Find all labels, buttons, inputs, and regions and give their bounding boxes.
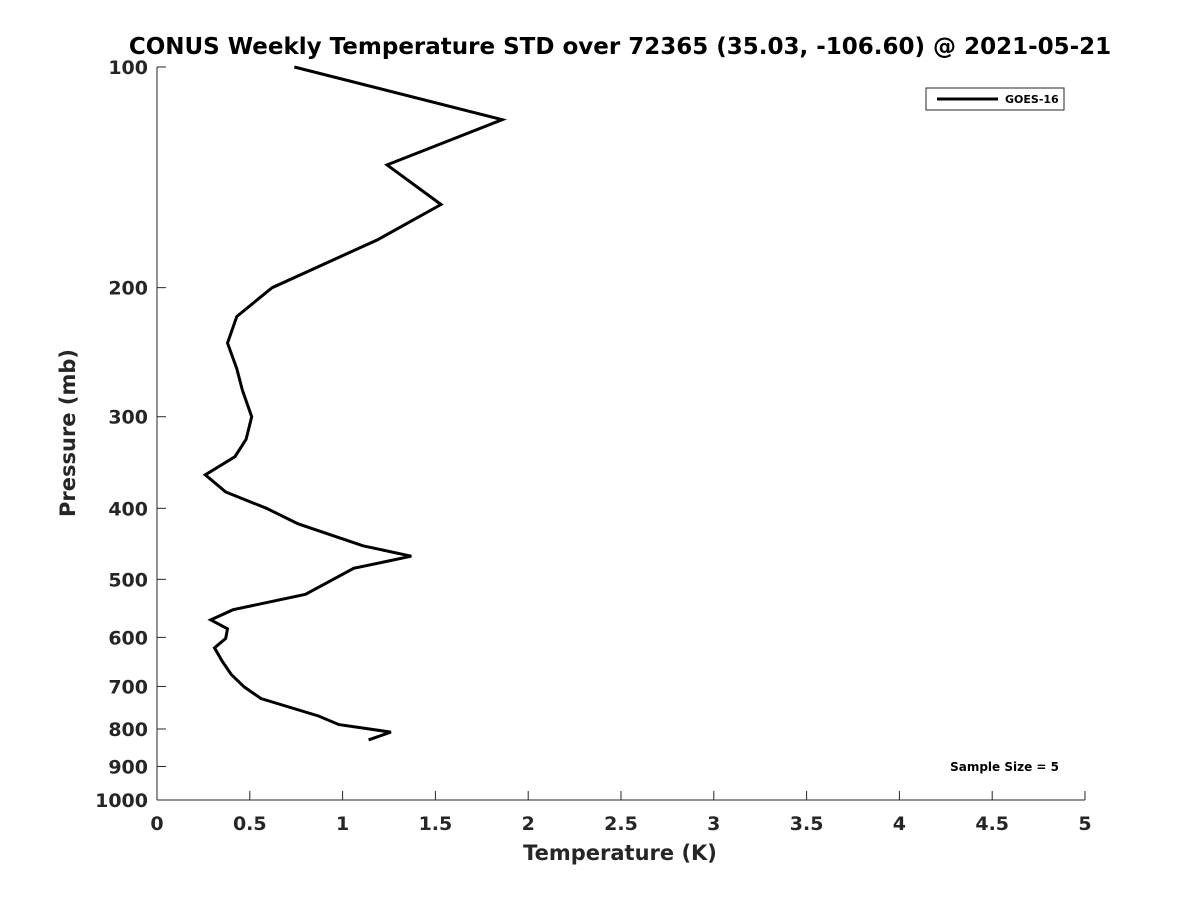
x-tick-label: 2 — [522, 813, 535, 835]
y-tick-label: 300 — [108, 407, 148, 429]
series-line-goes-16 — [202, 65, 508, 742]
y-tick-label: 800 — [108, 719, 148, 741]
y-tick-label: 500 — [108, 569, 148, 591]
plot-series — [202, 65, 508, 742]
x-tick-label: 0.5 — [233, 813, 267, 835]
y-tick-label: 200 — [108, 278, 148, 300]
y-tick-label: 600 — [108, 627, 148, 649]
y-tick-label: 400 — [108, 498, 148, 520]
chart-title: CONUS Weekly Temperature STD over 72365 … — [129, 34, 1111, 60]
x-tick-label: 0 — [150, 813, 163, 835]
y-tick-label: 700 — [108, 676, 148, 698]
y-tick-label: 100 — [108, 57, 148, 79]
y-tick-label: 900 — [108, 756, 148, 778]
x-tick-label: 5 — [1078, 813, 1091, 835]
x-tick-label: 4.5 — [975, 813, 1009, 835]
x-tick-label: 3 — [707, 813, 720, 835]
y-tick-label: 1000 — [95, 790, 148, 812]
x-tick-label: 2.5 — [604, 813, 638, 835]
sample-size-annotation: Sample Size = 5 — [950, 760, 1059, 774]
y-axis-label: Pressure (mb) — [56, 349, 80, 517]
x-axis-label: Temperature (K) — [523, 841, 717, 865]
x-tick-label: 1 — [336, 813, 349, 835]
x-tick-label: 4 — [893, 813, 906, 835]
x-tick-label: 3.5 — [790, 813, 824, 835]
legend: GOES-16 — [925, 87, 1065, 111]
x-axis-ticks: 0 0.5 1 1.5 2 2.5 3 3.5 4 4.5 5 — [150, 791, 1092, 835]
y-axis-ticks: 100 200 300 400 500 600 700 800 900 1000 — [95, 57, 166, 812]
legend-entry-goes-16: GOES-16 — [1005, 93, 1059, 106]
x-tick-label: 1.5 — [419, 813, 453, 835]
